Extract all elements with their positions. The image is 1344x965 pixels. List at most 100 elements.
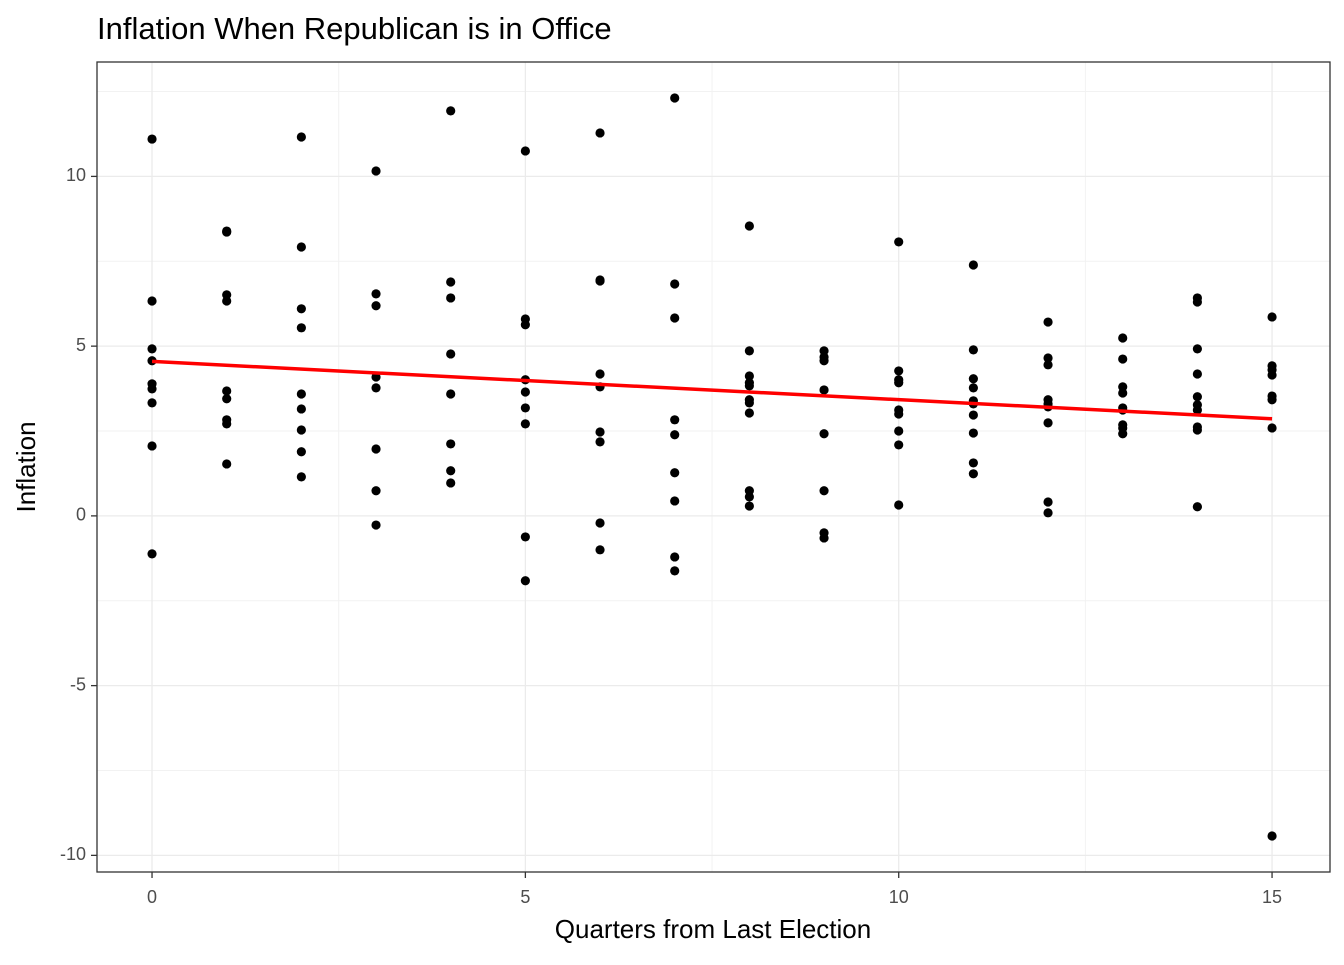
- point: [819, 356, 829, 366]
- point: [670, 93, 680, 103]
- point: [1118, 429, 1128, 439]
- point: [446, 389, 456, 399]
- point: [968, 374, 978, 384]
- point: [968, 383, 978, 393]
- point: [1118, 354, 1128, 364]
- point: [222, 296, 232, 306]
- point: [1118, 388, 1128, 398]
- y-axis-label: Inflation: [11, 421, 41, 512]
- x-tick-label: 0: [147, 887, 157, 907]
- point: [222, 459, 232, 469]
- point: [744, 501, 754, 511]
- chart-title: Inflation When Republican is in Office: [97, 11, 612, 46]
- point: [1118, 333, 1128, 343]
- point: [744, 371, 754, 381]
- point: [894, 366, 904, 376]
- point: [894, 378, 904, 388]
- point: [968, 458, 978, 468]
- point: [595, 276, 605, 286]
- point: [520, 532, 530, 542]
- point: [595, 518, 605, 528]
- point: [1192, 405, 1202, 415]
- point: [1043, 353, 1053, 363]
- point: [446, 106, 456, 116]
- point: [446, 466, 456, 476]
- point: [670, 430, 680, 440]
- point: [1192, 425, 1202, 435]
- x-tick-label: 10: [889, 887, 909, 907]
- point: [670, 279, 680, 289]
- point: [371, 289, 381, 299]
- point: [147, 296, 157, 306]
- point: [222, 419, 232, 429]
- point: [296, 304, 306, 314]
- point: [595, 128, 605, 138]
- point: [296, 323, 306, 333]
- point: [520, 403, 530, 413]
- point: [296, 389, 306, 399]
- marks: [147, 93, 1277, 841]
- point: [371, 383, 381, 393]
- point: [371, 520, 381, 530]
- point: [670, 552, 680, 562]
- point: [371, 486, 381, 496]
- point: [744, 398, 754, 408]
- y-tick-label: 10: [66, 165, 86, 185]
- point: [744, 381, 754, 391]
- point: [1043, 497, 1053, 507]
- point: [968, 260, 978, 270]
- point: [744, 346, 754, 356]
- point: [446, 478, 456, 488]
- point: [670, 415, 680, 425]
- point: [1192, 297, 1202, 307]
- point: [296, 404, 306, 414]
- point: [222, 386, 232, 396]
- point: [147, 441, 157, 451]
- point: [520, 387, 530, 397]
- axes: 0 5 10 15 -10 -5 0 5 10: [60, 165, 1282, 907]
- y-tick-label: 0: [76, 505, 86, 525]
- point: [446, 349, 456, 359]
- point: [1043, 317, 1053, 327]
- y-tick-label: -10: [60, 844, 86, 864]
- point: [968, 469, 978, 479]
- point: [296, 242, 306, 252]
- point: [147, 549, 157, 559]
- point: [446, 439, 456, 449]
- point: [894, 237, 904, 247]
- point: [1267, 831, 1277, 841]
- point: [296, 425, 306, 435]
- point: [595, 437, 605, 447]
- point: [894, 409, 904, 419]
- x-axis-label: Quarters from Last Election: [555, 914, 871, 944]
- point: [595, 369, 605, 379]
- point: [595, 427, 605, 437]
- point: [968, 428, 978, 438]
- point: [1267, 395, 1277, 405]
- point: [296, 132, 306, 142]
- point: [819, 385, 829, 395]
- point: [894, 500, 904, 510]
- y-tick-label: -5: [70, 674, 86, 694]
- x-tick-label: 15: [1262, 887, 1282, 907]
- point: [1043, 418, 1053, 428]
- y-tick-label: 5: [76, 335, 86, 355]
- point: [968, 345, 978, 355]
- point: [894, 426, 904, 436]
- point: [1043, 360, 1053, 370]
- point: [520, 320, 530, 330]
- point: [446, 293, 456, 303]
- point: [744, 408, 754, 418]
- point: [1043, 508, 1053, 518]
- point: [1267, 370, 1277, 380]
- point: [296, 447, 306, 457]
- point: [147, 134, 157, 144]
- point: [147, 398, 157, 408]
- point: [222, 227, 232, 237]
- point: [147, 344, 157, 354]
- point: [520, 419, 530, 429]
- point: [819, 533, 829, 543]
- point: [744, 492, 754, 502]
- panel-border: [96, 61, 1331, 873]
- point: [670, 566, 680, 576]
